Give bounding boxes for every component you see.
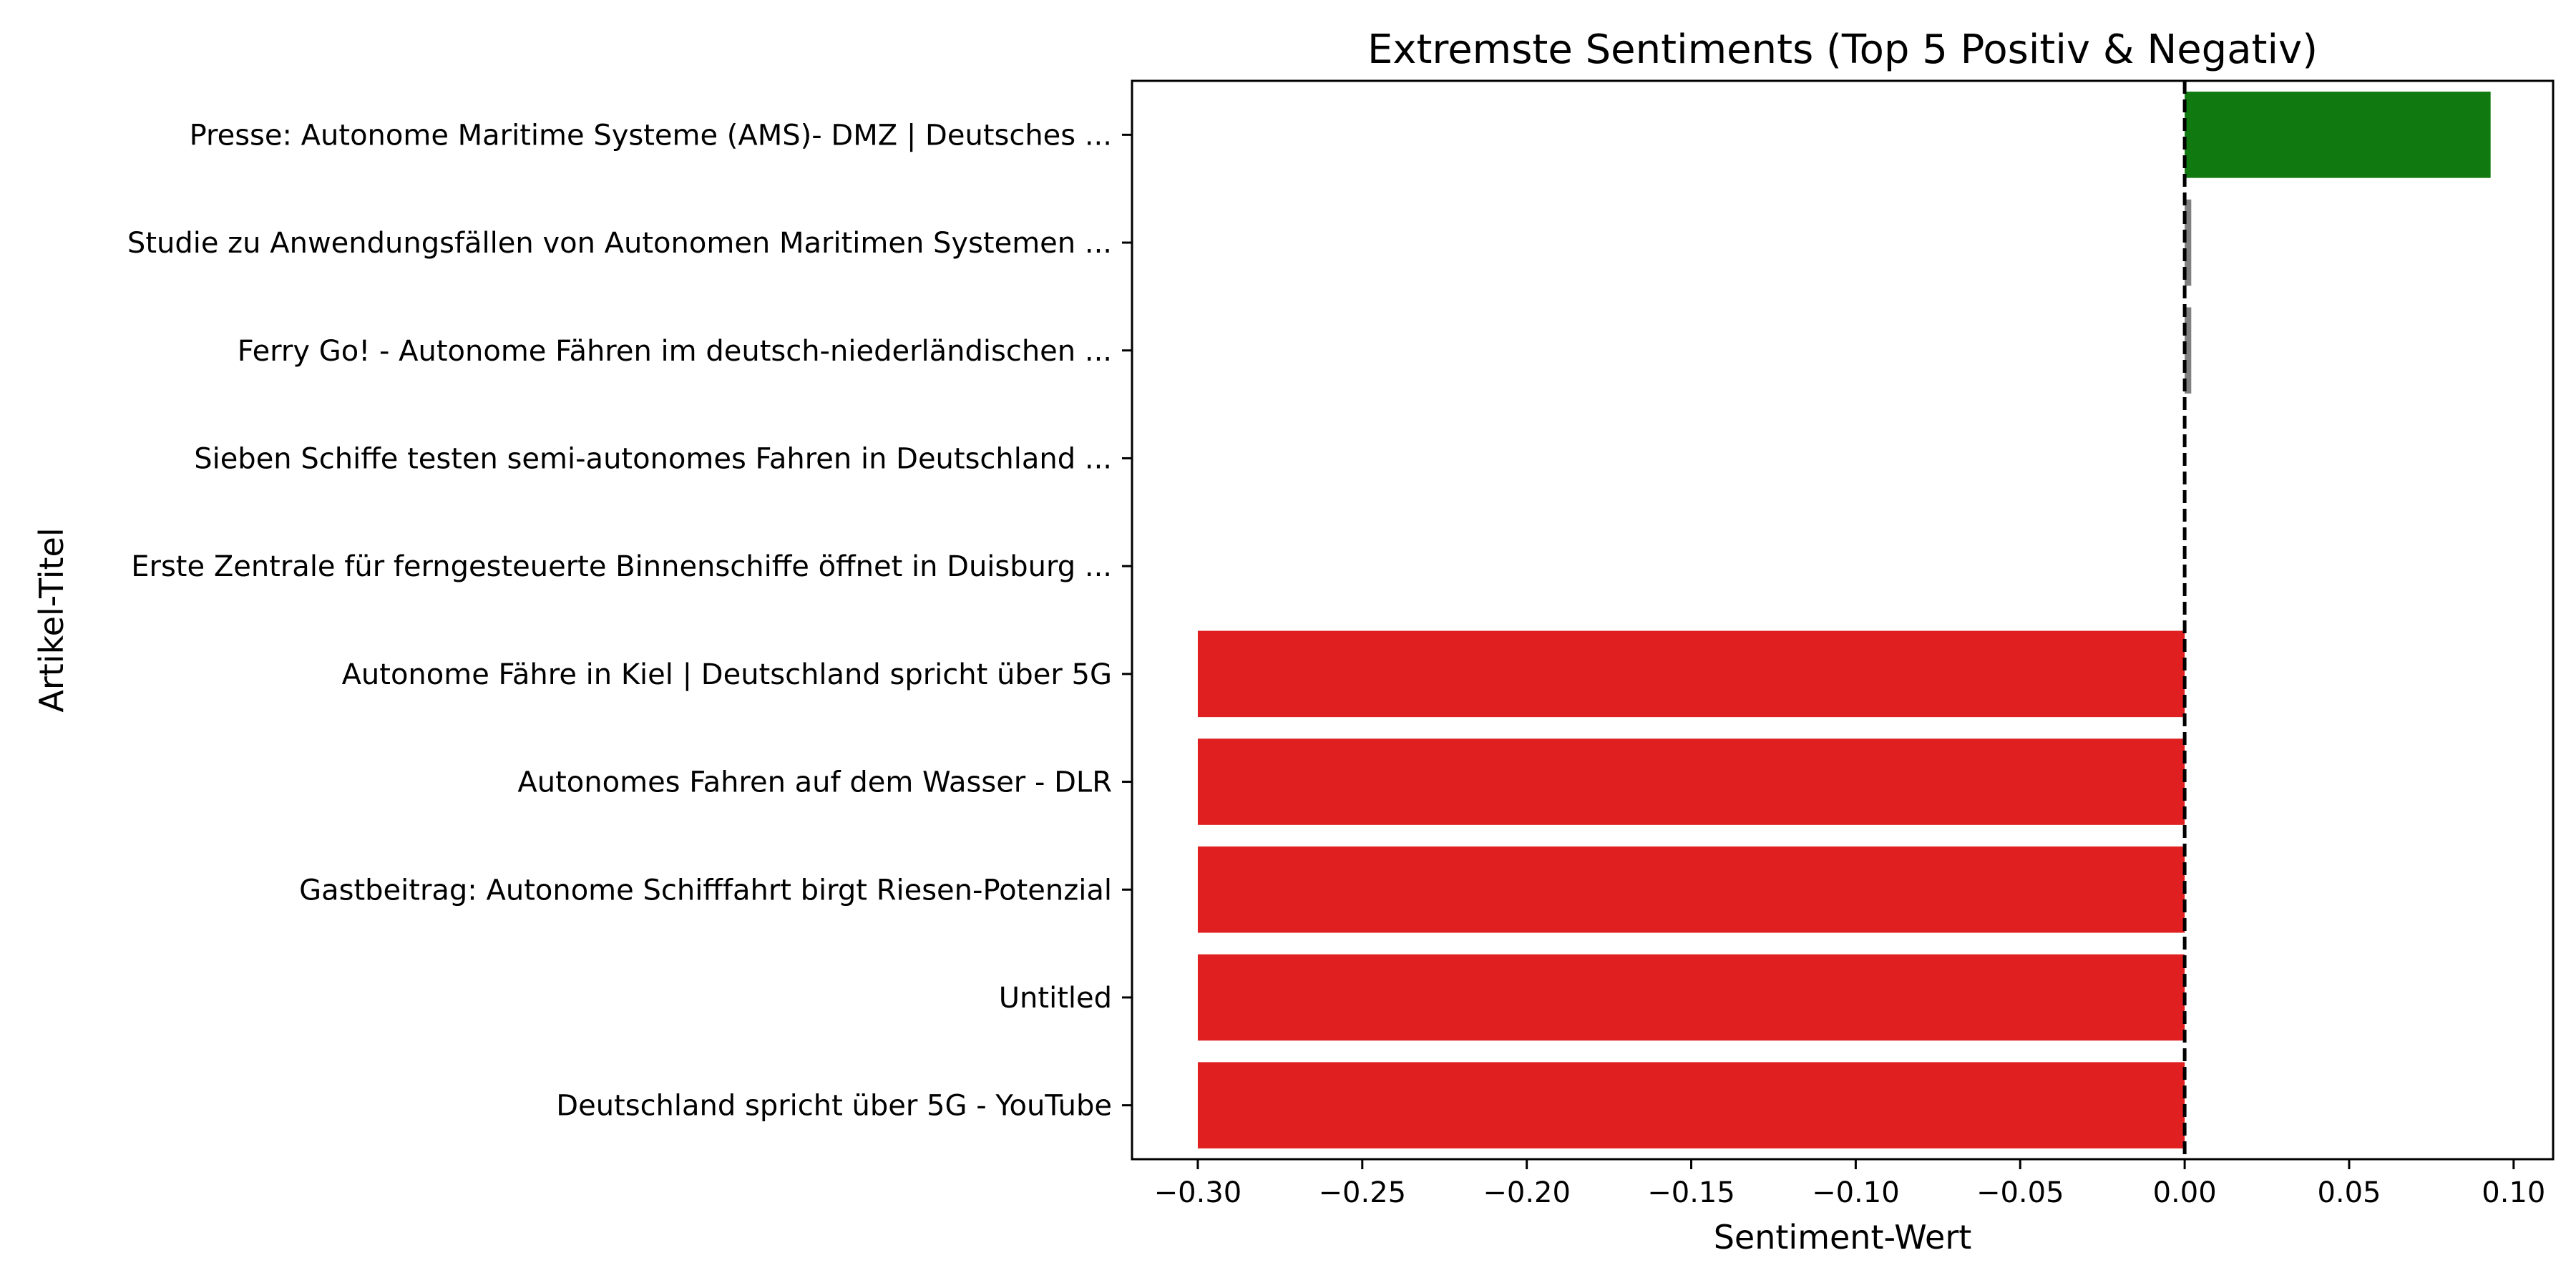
- chart-title: Extremste Sentiments (Top 5 Positiv & Ne…: [1367, 26, 2318, 73]
- category-label: Erste Zentrale für ferngesteuerte Binnen…: [131, 550, 1112, 583]
- bar-1: [2185, 92, 2491, 178]
- bar-2: [2185, 199, 2192, 286]
- x-tick-label: −0.30: [1154, 1176, 1242, 1209]
- x-tick-label: −0.05: [1976, 1176, 2064, 1209]
- plot-frame: [1131, 79, 2555, 1161]
- bar-6: [1197, 630, 2185, 718]
- bar-9: [1197, 954, 2185, 1041]
- category-label: Studie zu Anwendungsfällen von Autonomen…: [127, 227, 1112, 260]
- x-axis-title: Sentiment-Wert: [1714, 1218, 1972, 1257]
- category-label: Autonome Fähre in Kiel | Deutschland spr…: [342, 658, 1112, 691]
- bar-10: [1197, 1062, 2185, 1148]
- category-label: Untitled: [999, 982, 1112, 1015]
- x-tick-label: 0.10: [2482, 1176, 2545, 1209]
- x-tick-label: 0.05: [2317, 1176, 2381, 1209]
- x-axis-ticks: −0.30 −0.25 −0.20 −0.15 −0.10 −0.05 0.00 0.05 0.…: [1154, 1159, 2545, 1209]
- bars-group: [1197, 92, 2491, 1148]
- category-label: Presse: Autonome Maritime Systeme (AMS)-…: [190, 119, 1112, 152]
- bar-8: [1197, 846, 2185, 933]
- category-label: Deutschland spricht über 5G - YouTube: [556, 1090, 1112, 1123]
- x-tick-label: 0.00: [2153, 1176, 2217, 1209]
- category-label: Gastbeitrag: Autonome Schifffahrt birgt …: [299, 874, 1112, 907]
- bar-3: [2185, 307, 2192, 394]
- y-axis-ticks: Presse: Autonome Maritime Systeme (AMS)-…: [127, 119, 1132, 1123]
- category-label: Sieben Schiffe testen semi-autonomes Fah…: [194, 442, 1112, 475]
- x-tick-label: −0.20: [1483, 1176, 1571, 1209]
- category-label: Ferry Go! - Autonome Fähren im deutsch-n…: [238, 335, 1112, 368]
- category-label: Autonomes Fahren auf dem Wasser - DLR: [517, 766, 1112, 799]
- bar-7: [1197, 738, 2185, 825]
- x-tick-label: −0.10: [1812, 1176, 1900, 1209]
- x-tick-label: −0.15: [1647, 1176, 1735, 1209]
- y-axis-title: Artikel-Titel: [32, 527, 71, 712]
- x-tick-label: −0.25: [1319, 1176, 1407, 1209]
